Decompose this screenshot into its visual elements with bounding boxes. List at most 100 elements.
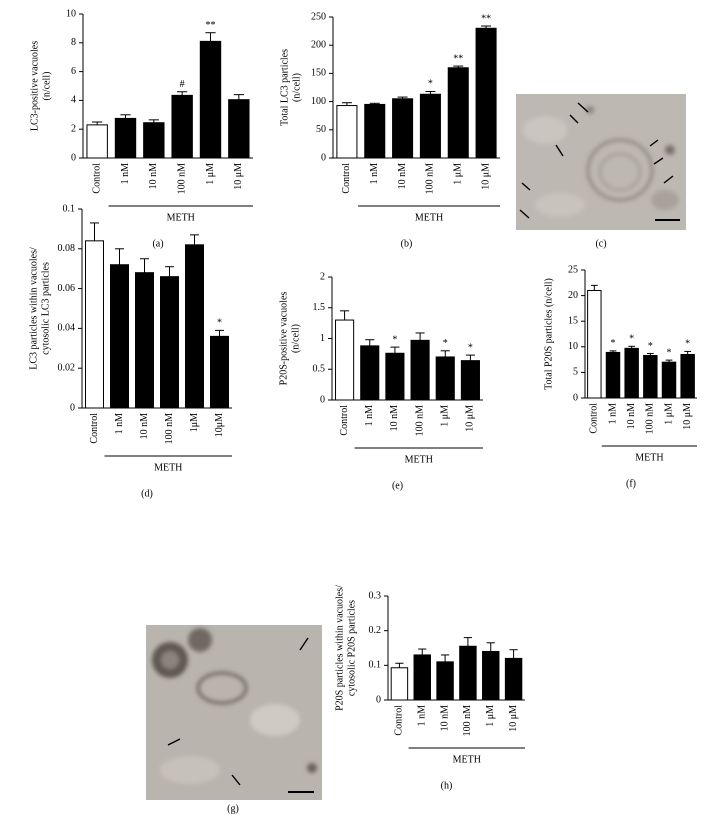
x-tick-label: 1 μM (453, 163, 464, 185)
x-tick-label: Control (589, 403, 600, 434)
significance-label: # (180, 79, 185, 90)
y-tick-label: 100 (311, 96, 326, 107)
y-tick-label: 0.2 (369, 625, 382, 636)
bar (228, 99, 250, 159)
y-tick-label: 0.08 (58, 243, 76, 254)
y-tick-label: 5 (573, 367, 578, 378)
y-tick-label: 15 (568, 315, 578, 326)
y-axis-label: cytosolic P20S particles (346, 600, 357, 696)
x-tick-label: 10 μM (508, 705, 519, 732)
significance-label: ** (453, 53, 463, 64)
panel-label: (c) (595, 238, 606, 249)
panel-label: (e) (392, 480, 403, 491)
y-tick-label: 150 (311, 68, 326, 79)
bar (390, 667, 409, 701)
x-tick-label: 100 nM (176, 163, 187, 195)
group-label: METH (635, 452, 663, 463)
y-axis-label: (n/cell) (291, 73, 302, 102)
micrograph-arrows (519, 102, 674, 219)
significance-label: * (392, 334, 397, 345)
panel-label: (d) (141, 488, 153, 499)
bar (360, 345, 380, 401)
group-label: METH (415, 212, 443, 223)
significance-label: ** (206, 20, 216, 31)
x-tick-label: 100 nM (462, 705, 473, 737)
y-tick-label: 0 (376, 694, 381, 705)
y-tick-label: 6 (71, 66, 76, 77)
bar (199, 40, 222, 159)
bar (336, 105, 358, 159)
bar (435, 356, 455, 401)
x-tick-label: 1 μM (440, 405, 451, 427)
x-tick-label: Control (91, 163, 102, 194)
y-axis-label: P20S particles within vacuoles/ (334, 585, 345, 711)
bar (143, 122, 165, 159)
x-tick-label: 10 μM (480, 163, 491, 190)
bar (459, 645, 477, 701)
bar-chart: 0 5 10 15 20 25 Total P20S particles (n/cell) C… (543, 264, 697, 489)
y-tick-label: 0.1 (369, 660, 382, 671)
x-tick-label: 10 nM (626, 403, 637, 430)
bar (160, 276, 179, 409)
x-tick-label: Control (394, 705, 405, 736)
y-tick-label: 0 (321, 152, 326, 163)
y-tick-label: 20 (568, 290, 578, 301)
bar (482, 650, 500, 701)
bar (171, 94, 193, 159)
significance-label: * (468, 342, 473, 353)
bar (410, 339, 430, 401)
bar (86, 124, 108, 159)
micrograph-texture (152, 628, 317, 784)
x-tick-label: 10 μM (233, 163, 244, 190)
group-label: METH (154, 462, 182, 473)
y-tick-label: 0.5 (313, 364, 326, 375)
bar (210, 335, 229, 409)
x-tick-label: 1 nM (607, 403, 618, 425)
panel-label: (b) (401, 238, 413, 249)
x-tick-label: 100 nM (164, 413, 175, 445)
bar-chart: 0 50 100 150 200 250 Total LC3 particles (n/cel… (279, 11, 500, 249)
panel-label: (h) (441, 780, 453, 791)
bar-chart: 0 2 4 6 8 10 LC3-positive vacuoles (n/cell) Cont… (29, 8, 253, 249)
micrograph-arrows (167, 637, 309, 786)
x-tick-label: 10μM (214, 413, 225, 437)
bar (114, 117, 137, 159)
x-tick-label: 100 nM (645, 403, 656, 435)
x-tick-label: 1 nM (369, 163, 380, 185)
bar (85, 240, 104, 409)
micrograph-c (516, 94, 686, 230)
x-tick-label: 1μM (189, 413, 200, 432)
x-tick-label: 10 μM (465, 405, 476, 432)
y-tick-label: 50 (316, 124, 326, 135)
x-tick-label: 1 nM (364, 405, 375, 427)
bar (185, 244, 204, 409)
bar (460, 360, 480, 401)
y-tick-label: 2 (320, 271, 325, 282)
bar (661, 361, 677, 399)
bar (110, 264, 129, 409)
y-tick-label: 250 (311, 11, 326, 22)
y-axis-label: cytosolic LC3 particles (40, 262, 51, 355)
y-tick-label: 0.04 (58, 323, 76, 334)
x-tick-label: 10 nM (439, 705, 450, 732)
x-tick-label: 1 μM (663, 403, 674, 425)
y-tick-label: 10 (66, 8, 76, 19)
y-tick-label: 0 (573, 392, 578, 403)
bar (624, 347, 639, 399)
significance-label: * (217, 318, 222, 329)
panel-label: (a) (152, 238, 163, 249)
bar (643, 355, 658, 399)
x-tick-label: 10 μM (682, 403, 693, 430)
significance-label: * (629, 334, 634, 345)
panel-label: (g) (227, 803, 239, 814)
y-tick-label: 10 (568, 341, 578, 352)
x-tick-label: 100 nM (425, 163, 436, 195)
group-label: METH (405, 454, 433, 465)
y-tick-label: 0.3 (369, 590, 382, 601)
bar-chart: 0 0.5 1 1.5 2 P20S-positive vacuoles (n/cell) C… (278, 271, 483, 491)
y-axis-label: Total P20S particles (n/cell) (543, 278, 554, 390)
y-axis-label: (n/cell) (290, 324, 301, 353)
bar (385, 352, 405, 401)
y-tick-label: 200 (311, 39, 326, 50)
